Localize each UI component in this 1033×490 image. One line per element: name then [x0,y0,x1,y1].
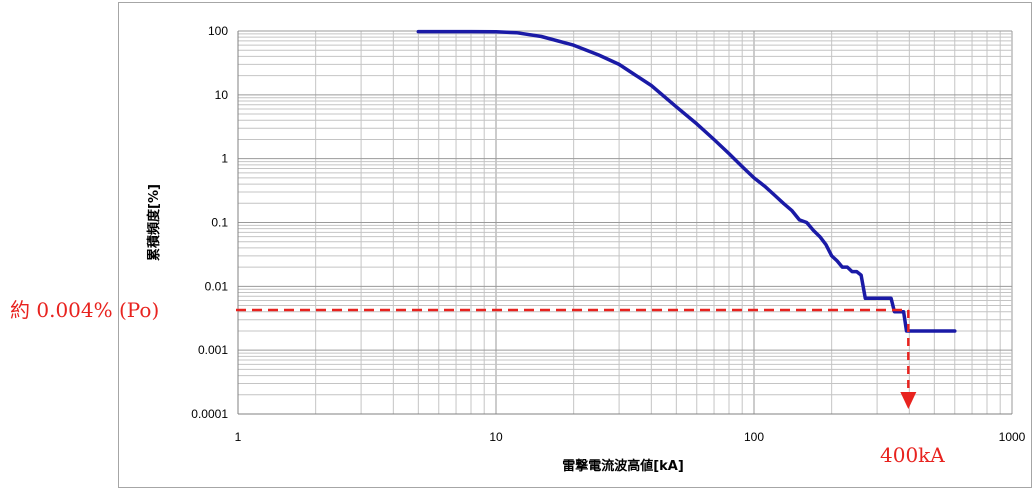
y-tick-label: 0.1 [211,216,228,230]
ka-annotation-label: 400kA [880,443,945,467]
x-axis-title: 雷撃電流波高値[kA] [562,458,684,474]
x-tick-label: 1000 [999,430,1026,444]
x-tick-label: 100 [744,430,764,444]
y-tick-label: 0.01 [205,279,229,293]
y-tick-label: 0.0001 [191,407,228,421]
y-tick-label: 10 [215,88,229,102]
annotation-layer: 約 0.004% (Po) 400kA [10,298,945,467]
tick-layer: 1 10 100 1000 0.0001 0.001 0.01 0.1 1 10 100 [191,24,1025,444]
po-annotation-label: 約 0.004% (Po) [10,298,159,322]
y-axis-title: 累積頻度[%] [146,184,162,261]
y-tick-label: 0.001 [198,343,228,357]
y-tick-label: 1 [221,152,228,166]
grid-layer [237,30,1013,415]
down-arrow-icon [900,392,917,409]
y-tick-label: 100 [208,24,228,38]
series-line [416,29,957,333]
x-tick-label: 1 [235,430,242,444]
x-tick-label: 10 [489,430,503,444]
series-layer [416,29,957,333]
